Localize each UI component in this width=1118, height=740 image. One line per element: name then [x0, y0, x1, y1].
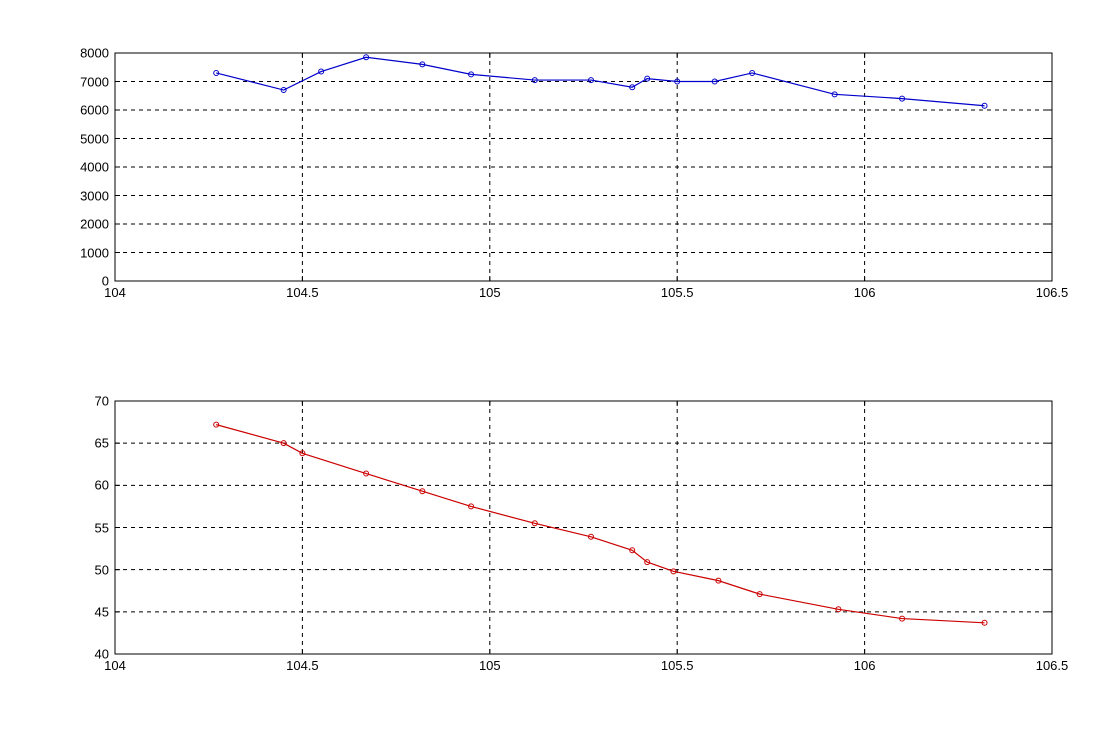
chart-bottom-xtick-label: 104.5 [286, 658, 319, 673]
chart-bottom-xtick-label: 105 [479, 658, 501, 673]
chart-bottom-ytick-label: 65 [95, 436, 109, 451]
chart-bottom-svg [115, 401, 1052, 654]
chart-bottom-xtick-label: 106 [854, 658, 876, 673]
chart-top-ytick-label: 6000 [80, 103, 109, 118]
chart-bottom-ytick-label: 45 [95, 604, 109, 619]
chart-top-ytick-label: 2000 [80, 217, 109, 232]
chart-top-xtick-label: 105.5 [661, 285, 694, 300]
chart-bottom-xtick-label: 106.5 [1036, 658, 1069, 673]
chart-top-ytick-label: 5000 [80, 131, 109, 146]
chart-bottom: 104104.5105105.5106106.540455055606570 [115, 401, 1052, 654]
chart-bottom-ytick-label: 60 [95, 478, 109, 493]
chart-bottom-ytick-label: 55 [95, 520, 109, 535]
chart-top-xtick-label: 104.5 [286, 285, 319, 300]
chart-top-xtick-label: 106.5 [1036, 285, 1069, 300]
chart-top-ytick-label: 0 [102, 274, 109, 289]
chart-bottom-ytick-label: 40 [95, 647, 109, 662]
chart-top-ytick-label: 3000 [80, 188, 109, 203]
chart-bottom-ytick-label: 70 [95, 394, 109, 409]
chart-bottom-ytick-label: 50 [95, 562, 109, 577]
chart-bottom-xtick-label: 105.5 [661, 658, 694, 673]
figure: 104104.5105105.5106106.50100020003000400… [0, 0, 1118, 740]
chart-top-axis-box [115, 53, 1052, 281]
chart-bottom-axis-box [115, 401, 1052, 654]
chart-top-ytick-label: 1000 [80, 245, 109, 260]
chart-top-xtick-label: 105 [479, 285, 501, 300]
chart-top-ytick-label: 4000 [80, 160, 109, 175]
chart-top-ytick-label: 7000 [80, 74, 109, 89]
chart-top-svg [115, 53, 1052, 281]
chart-bottom-series-line [216, 425, 984, 623]
chart-top-xtick-label: 106 [854, 285, 876, 300]
chart-top: 104104.5105105.5106106.50100020003000400… [115, 53, 1052, 281]
chart-top-ytick-label: 8000 [80, 46, 109, 61]
